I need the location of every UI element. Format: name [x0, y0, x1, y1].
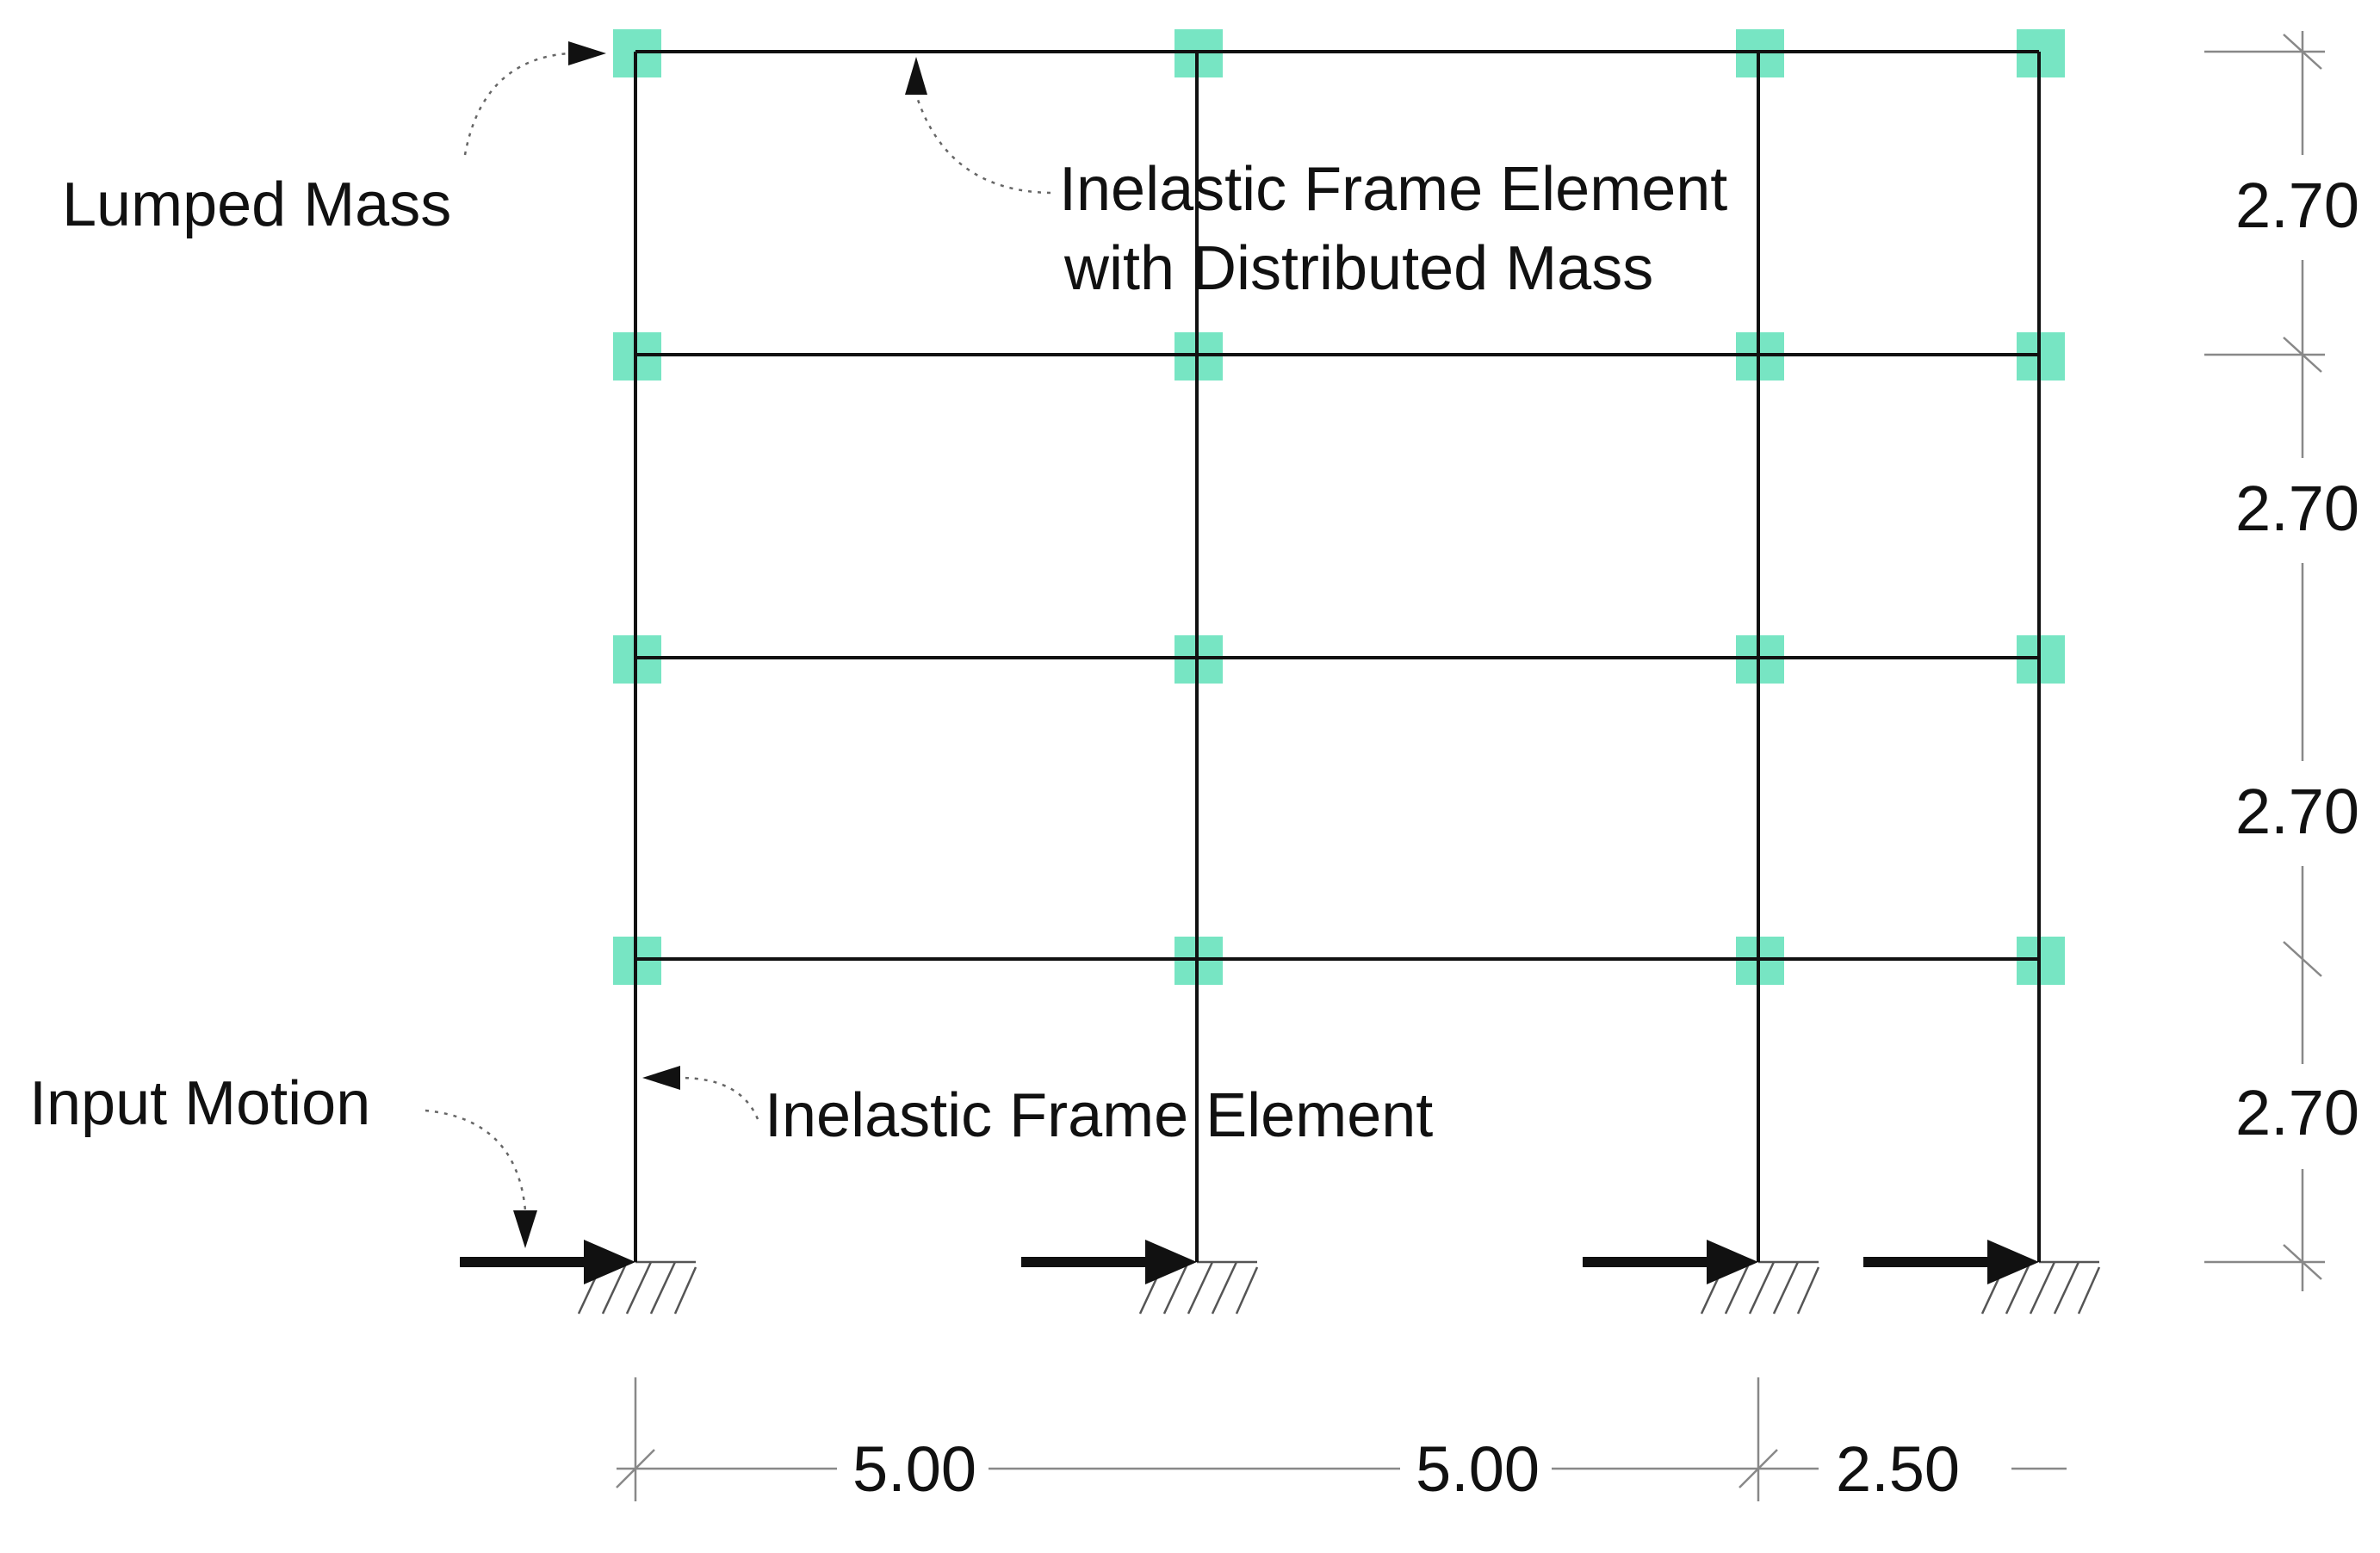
storey-dimensions: 2.70 2.70 2.70 2.70 — [2204, 31, 2359, 1291]
support-2 — [1138, 1260, 1259, 1315]
support-4 — [1980, 1260, 2101, 1315]
input-motion-arrows — [460, 1240, 2039, 1284]
inelastic-element-arrowhead — [642, 1066, 680, 1090]
lumped-mass-label: Lumped Mass — [62, 170, 451, 239]
input-motion-arrowhead — [513, 1210, 537, 1248]
inelastic-distributed-label-line2: with Distributed Mass — [1063, 234, 1653, 303]
storey-dimension-2: 2.70 — [2235, 776, 2359, 847]
inelastic-distributed-label-line1: Inelastic Frame Element — [1059, 155, 1727, 224]
lumped-mass-arrowhead — [568, 41, 606, 65]
bay-dimensions: 5.00 5.00 2.50 — [616, 1377, 2067, 1505]
input-motion-label: Input Motion — [29, 1069, 370, 1138]
bay-dimension-3: 2.50 — [1836, 1433, 1960, 1505]
frame-members — [634, 50, 2041, 1262]
input-arrow-3 — [1583, 1240, 1758, 1284]
distributed-mass-leader — [914, 94, 1051, 195]
inelastic-frame-element-label: Inelastic Frame Element — [765, 1081, 1433, 1150]
lumped-mass-leader — [463, 52, 569, 156]
storey-dimension-4: 2.70 — [2235, 170, 2359, 241]
input-arrow-1 — [460, 1240, 635, 1284]
distributed-mass-arrowhead — [905, 57, 927, 95]
supports — [577, 1260, 2101, 1315]
input-arrow-2 — [1021, 1240, 1197, 1284]
labels: Lumped Mass Inelastic Frame Element with… — [29, 155, 1727, 1150]
input-motion-leader — [425, 1109, 527, 1211]
bay-dimension-2: 5.00 — [1416, 1433, 1540, 1505]
storey-dimension-3: 2.70 — [2235, 473, 2359, 544]
inelastic-element-leader — [679, 1076, 759, 1120]
support-1 — [577, 1260, 697, 1315]
storey-dimension-1: 2.70 — [2235, 1077, 2359, 1148]
bay-dimension-1: 5.00 — [852, 1433, 976, 1505]
input-arrow-4 — [1863, 1240, 2039, 1284]
annotation-leaders — [425, 41, 1051, 1248]
